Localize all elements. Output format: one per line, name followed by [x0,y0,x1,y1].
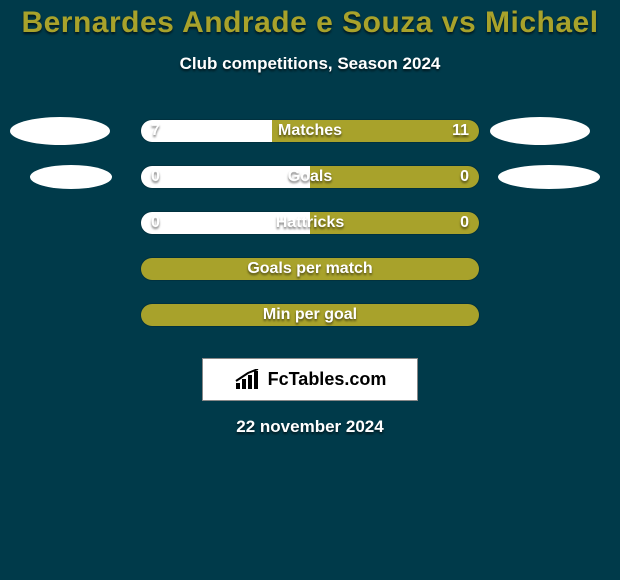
stat-value-left: 7 [151,122,160,140]
bar-left-fill [141,212,310,234]
stat-value-left: 0 [151,168,160,186]
stat-bar: Goals00 [140,165,480,189]
comparison-card: Bernardes Andrade e Souza vs Michael Clu… [0,0,620,580]
decoration-ellipse [30,165,112,189]
stat-bar: Goals per match [140,257,480,281]
stat-bar: Hattricks00 [140,211,480,235]
subtitle: Club competitions, Season 2024 [0,54,620,74]
bar-left-fill [141,166,310,188]
stat-row: Matches711 [0,108,620,154]
brand-logo: FcTables.com [202,358,418,401]
bar-right-fill [310,166,479,188]
chart-icon [234,369,262,391]
stat-row: Hattricks00 [0,200,620,246]
stat-bar: Min per goal [140,303,480,327]
page-title: Bernardes Andrade e Souza vs Michael [0,0,620,40]
bar-right-fill [141,304,479,326]
stat-value-right: 11 [452,122,469,140]
stat-rows: Matches711Goals00Hattricks00Goals per ma… [0,108,620,338]
bar-right-fill [272,120,479,142]
stat-bar: Matches711 [140,119,480,143]
bar-right-fill [141,258,479,280]
stat-value-left: 0 [151,214,160,232]
date-label: 22 november 2024 [0,417,620,437]
bar-right-fill [310,212,479,234]
decoration-ellipse [498,165,600,189]
decoration-ellipse [10,117,110,145]
brand-text: FcTables.com [268,369,387,390]
bar-left-fill [141,120,272,142]
decoration-ellipse [490,117,590,145]
stat-value-right: 0 [460,168,469,186]
stat-row: Goals per match [0,246,620,292]
stat-value-right: 0 [460,214,469,232]
stat-row: Min per goal [0,292,620,338]
stat-row: Goals00 [0,154,620,200]
